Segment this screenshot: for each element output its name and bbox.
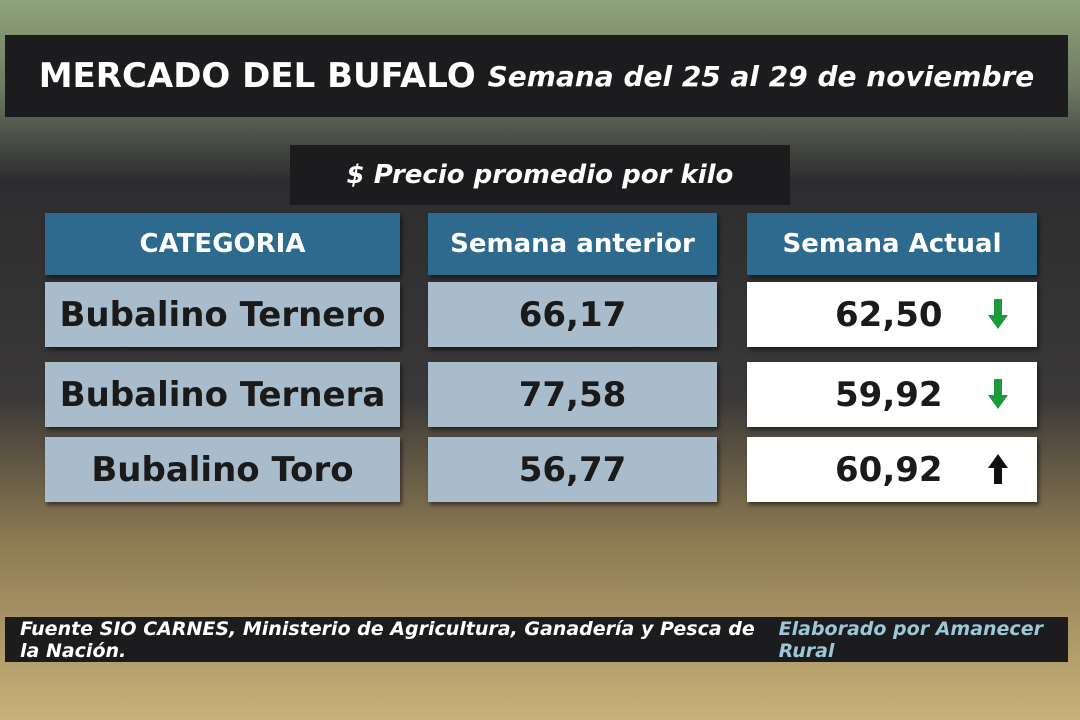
footer: Fuente SIO CARNES, Ministerio de Agricul… bbox=[5, 617, 1068, 662]
category-cell: Bubalino Ternera bbox=[45, 362, 400, 427]
price-cell: 56,77 bbox=[428, 437, 717, 502]
trend-arrow bbox=[988, 299, 1008, 329]
column-header: CATEGORIA bbox=[45, 213, 400, 275]
price-cell: 60,92 bbox=[747, 437, 1037, 502]
trend-arrow bbox=[988, 379, 1008, 409]
title: MERCADO DEL BUFALO bbox=[38, 56, 476, 96]
caption: $ Precio promedio por kilo bbox=[290, 145, 790, 205]
column-header: Semana Actual bbox=[747, 213, 1037, 275]
price-cell: 66,17 bbox=[428, 282, 717, 347]
arrow-shape bbox=[988, 379, 1008, 409]
trend-arrow bbox=[988, 454, 1008, 484]
price-cell: 77,58 bbox=[428, 362, 717, 427]
title-bar: MERCADO DEL BUFALO Semana del 25 al 29 d… bbox=[5, 35, 1068, 117]
category-cell: Bubalino Toro bbox=[45, 437, 400, 502]
column-header: Semana anterior bbox=[428, 213, 717, 275]
credit: Elaborado por Amanecer Rural bbox=[778, 617, 1043, 662]
source: Fuente SIO CARNES, Ministerio de Agricul… bbox=[20, 617, 755, 662]
price-cell: 59,92 bbox=[747, 362, 1037, 427]
arrow-shape bbox=[988, 299, 1008, 329]
arrow-shape bbox=[988, 454, 1008, 484]
subtitle: Semana del 25 al 29 de noviembre bbox=[487, 59, 1035, 93]
price-cell: 62,50 bbox=[747, 282, 1037, 347]
category-cell: Bubalino Ternero bbox=[45, 282, 400, 347]
